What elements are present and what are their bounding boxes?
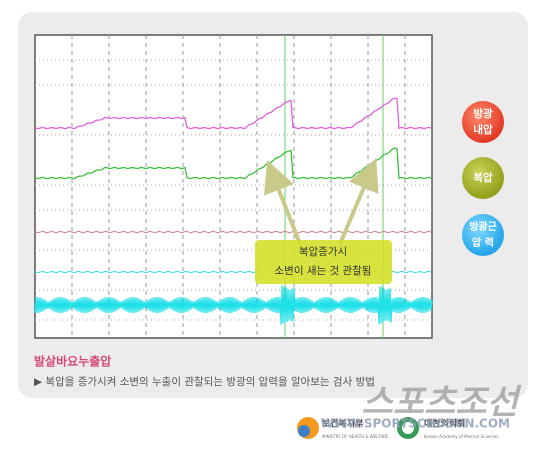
trace xyxy=(34,97,432,130)
callout-line: 소변이 새는 것 관찰됨 xyxy=(275,265,372,277)
callout: 복압증가시 소변이 새는 것 관찰됨 xyxy=(255,158,392,284)
legend-buttons: 방광 내압 복압 방광근 압 력 xyxy=(462,101,504,256)
noise-trace xyxy=(34,285,433,325)
logo-text: Korean Academy of Medical Sciences xyxy=(424,434,498,439)
logo-text: 보건복지부 xyxy=(322,418,363,430)
button-label: 내압 xyxy=(473,123,493,136)
logo-text: MINISTRY OF HEALTH & WELFARE xyxy=(322,434,389,439)
logos: 보건복지부 MINISTRY OF HEALTH & WELFARE 대한의학회… xyxy=(297,417,498,439)
button-label: 압 력 xyxy=(472,236,494,249)
watermark-brand: 스포츠조선 xyxy=(362,383,522,423)
button-label: 복압 xyxy=(473,171,493,184)
button-label: 방광근 xyxy=(469,220,497,233)
watermark-url: WWW.SPORTSCHOSUN.COM xyxy=(321,417,510,431)
trace xyxy=(34,230,432,234)
button-label: 방광 xyxy=(473,107,493,120)
trace-plot xyxy=(34,34,433,339)
logo-text: 대한의학회 xyxy=(424,418,465,430)
caption-title: 발살바요누출압 xyxy=(34,354,111,369)
callout-line: 복압증가시 xyxy=(299,245,347,258)
caption-text: ▶ 복압을 증가시켜 소변의 누출이 관찰되는 방광의 압력을 알아보는 검사 … xyxy=(34,375,375,388)
